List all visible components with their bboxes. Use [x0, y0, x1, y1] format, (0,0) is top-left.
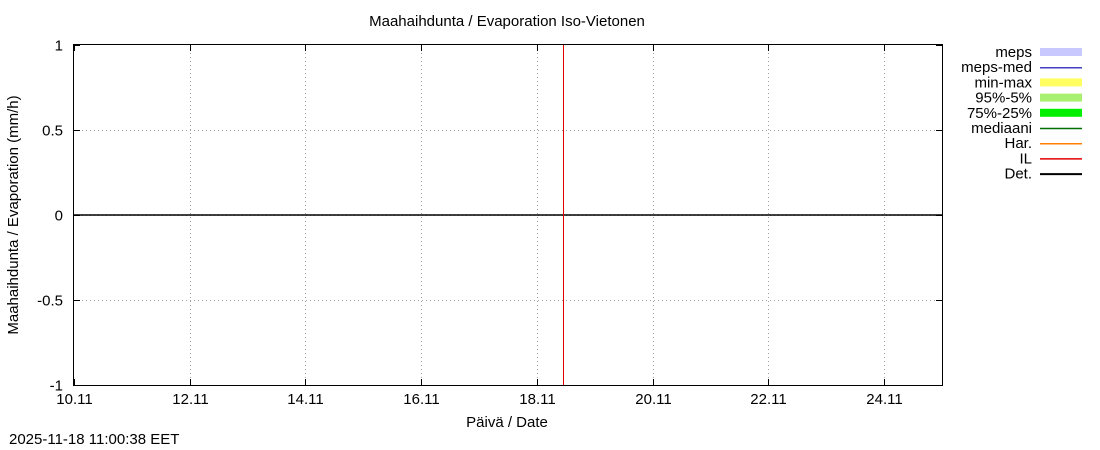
x-tick-label: 10.11: [56, 391, 92, 408]
y-tick-label: 0.5: [42, 123, 63, 140]
timestamp: 2025-11-18 11:00:38 EET: [9, 431, 180, 448]
legend-label: 95%-5%: [975, 90, 1032, 107]
legend-swatch: [1040, 93, 1082, 102]
x-tick-label: 14.11: [287, 391, 323, 408]
legend-label: Det.: [1004, 166, 1032, 183]
data-series: [74, 45, 942, 385]
legend-label: meps-med: [961, 59, 1032, 76]
y-axis-label: Maahaihdunta / Evaporation (mm/h): [5, 95, 22, 334]
legend-swatch: [1040, 78, 1082, 87]
legend-swatch: [1040, 48, 1082, 56]
y-axis-ticks: 1 0.5 0 -0.5 -1: [37, 38, 942, 395]
x-tick-label: 16.11: [403, 391, 439, 408]
x-tick-label: 24.11: [866, 391, 902, 408]
x-tick-label: 18.11: [519, 391, 555, 408]
legend-label: IL: [1019, 150, 1032, 167]
y-tick-label: 1: [55, 38, 63, 55]
legend-label: min-max: [974, 74, 1032, 91]
y-tick-label: -0.5: [37, 293, 63, 310]
legend-label: mediaani: [971, 120, 1032, 137]
chart-title: Maahaihdunta / Evaporation Iso-Vietonen: [369, 13, 645, 30]
legend: mepsmeps-medmin-max95%-5%75%-25%mediaani…: [961, 44, 1082, 183]
x-axis-ticks: 10.11 12.11 14.11 16.11 18.11 20.11 22.11 24.11: [56, 45, 903, 408]
plot-frame: [73, 44, 943, 386]
x-tick-label: 12.11: [172, 391, 208, 408]
x-tick-label: 22.11: [750, 391, 786, 408]
legend-label: Har.: [1004, 135, 1032, 152]
legend-label: 75%-25%: [967, 105, 1032, 122]
legend-swatch: [1040, 108, 1082, 117]
x-tick-label: 20.11: [635, 391, 671, 408]
y-tick-label: 0: [55, 208, 63, 225]
legend-label: meps: [995, 44, 1032, 61]
x-axis-label: Päivä / Date: [466, 414, 548, 431]
y-tick-label: -1: [50, 378, 63, 395]
